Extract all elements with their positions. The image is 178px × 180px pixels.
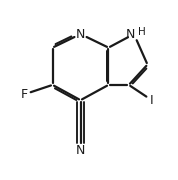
- Text: H: H: [138, 26, 146, 37]
- Text: N: N: [125, 28, 135, 40]
- Text: N: N: [76, 28, 85, 40]
- Text: F: F: [21, 88, 28, 101]
- Text: N: N: [76, 144, 85, 157]
- Text: I: I: [150, 94, 154, 107]
